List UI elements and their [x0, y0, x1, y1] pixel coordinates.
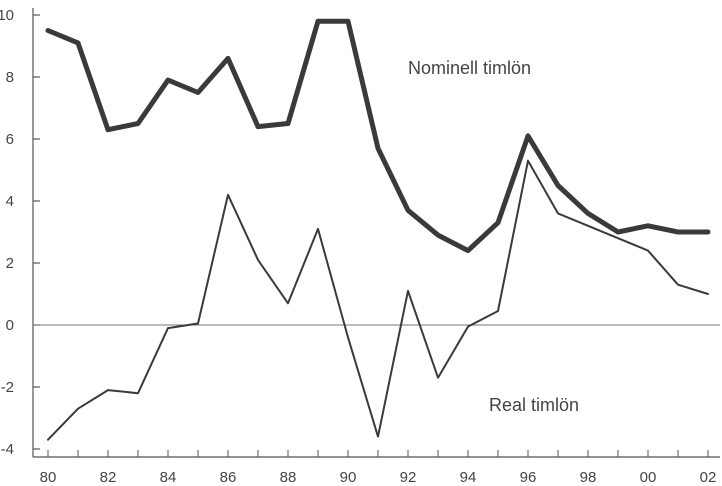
- x-tick-label: 96: [520, 469, 537, 486]
- y-tick-label: -4: [1, 441, 14, 458]
- x-tick-label: 90: [340, 469, 357, 486]
- y-tick-label: 6: [6, 131, 14, 148]
- series-line-nominell: [45, 18, 711, 254]
- x-tick-label: 82: [100, 469, 117, 486]
- y-tick-label: 2: [6, 255, 14, 272]
- x-tick-label: 88: [280, 469, 297, 486]
- y-tick-label: 4: [6, 193, 14, 210]
- series-label-real: Real timlön: [489, 395, 579, 415]
- series-labels: Nominell timlön Real timlön: [408, 58, 579, 415]
- x-tick-label: 02: [700, 469, 717, 486]
- y-tick-label: 8: [6, 69, 14, 86]
- series-lines: [45, 18, 711, 441]
- x-tick-label: 92: [400, 469, 417, 486]
- series-line-real: [47, 159, 709, 441]
- series-label-nominell: Nominell timlön: [408, 58, 531, 78]
- x-tick-label: 00: [640, 469, 657, 486]
- x-axis: 80 82 84 86 88 90 92 94 96 98 00 02: [33, 450, 720, 486]
- x-tick-label: 98: [580, 469, 597, 486]
- x-tick-label: 86: [220, 469, 237, 486]
- y-tick-label: 0: [6, 317, 14, 334]
- y-axis: 10 8 6 4 2 0 -2 -4: [0, 7, 40, 458]
- y-tick-label: -2: [1, 379, 14, 396]
- x-tick-label: 80: [40, 469, 57, 486]
- y-tick-label: 10: [0, 7, 14, 24]
- x-tick-label: 94: [460, 469, 477, 486]
- x-tick-label: 84: [160, 469, 177, 486]
